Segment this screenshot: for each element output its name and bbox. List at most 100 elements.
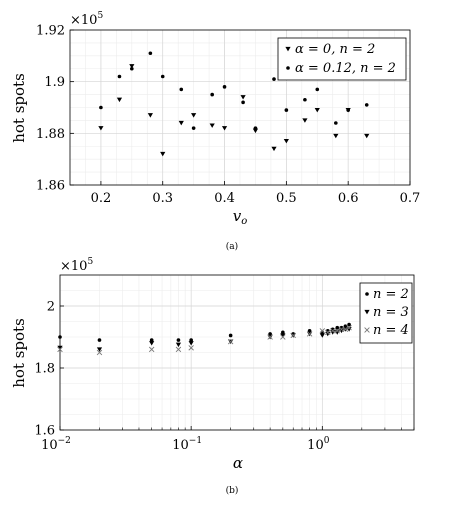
data-point-series-2 (290, 332, 296, 339)
data-point-series-1 (303, 97, 307, 102)
data-point-series-1 (253, 126, 258, 130)
data-point-series-0 (343, 324, 348, 328)
data-point-series-2 (148, 346, 155, 353)
data-point-series-2 (319, 328, 326, 334)
data-point-series-0 (160, 151, 166, 157)
data-point-series-1 (175, 342, 182, 348)
data-point-series-0 (281, 330, 285, 335)
data-point-series-0 (149, 338, 154, 342)
data-point-series-1 (160, 74, 165, 79)
data-point-series-0 (271, 146, 277, 152)
panel-a-multiplier: ×105 (70, 11, 103, 28)
panel-b-multiplier: ×105 (60, 257, 93, 274)
data-point-series-0 (147, 113, 153, 118)
data-point-series-1 (241, 100, 245, 105)
x-tick-label: 0.2 (91, 191, 112, 206)
panel-a-legend (277, 37, 407, 81)
data-point-series-1 (99, 105, 103, 110)
data-point-series-1 (57, 345, 63, 351)
y-tick-label: 1.86 (36, 179, 65, 194)
x-tick-label: 0.3 (152, 191, 173, 206)
data-point-series-1 (188, 341, 194, 346)
x-tick-label: 0.4 (214, 191, 235, 206)
panel-b: 10−2 10−1 100 1.6 1.8 2 ×105 hot spots α n = … (10, 257, 415, 496)
panel-a: 0.2 0.3 0.4 0.5 0.6 0.7 1.86 1.88 1.9 1.92 ×105 h… (10, 11, 420, 252)
x-tick-label: 10−1 (172, 436, 202, 453)
panel-b-xlabel: α (233, 454, 243, 472)
data-point-series-2 (342, 326, 349, 332)
data-point-series-1 (319, 333, 325, 338)
data-point-series-0 (228, 333, 233, 338)
data-point-series-1 (325, 331, 331, 337)
data-point-series-1 (96, 347, 103, 352)
data-point-series-0 (189, 338, 193, 342)
data-point-series-0 (98, 126, 104, 131)
data-point-series-1 (284, 108, 289, 112)
panel-a-ticks: 0.2 0.3 0.4 0.5 0.6 0.7 1.86 1.88 1.9 1.92 (36, 24, 420, 207)
data-point-series-1 (334, 330, 340, 335)
x-tick-label: 0.6 (338, 191, 359, 206)
panel-b-frame (59, 274, 415, 431)
y-tick-label: 1.6 (34, 424, 55, 439)
data-point-series-0 (129, 64, 135, 69)
legend-label-series-1: α = 0.12, n = 2 (295, 61, 396, 76)
legend-label-series-1: n = 3 (373, 305, 409, 320)
data-point-series-1 (148, 51, 153, 56)
y-tick-label: 1.9 (44, 75, 65, 90)
data-point-series-0 (314, 108, 320, 113)
data-point-series-1 (338, 328, 345, 334)
x-tick-label: 0.7 (400, 191, 421, 206)
y-tick-label: 2 (47, 300, 55, 315)
data-point-series-2 (334, 328, 340, 334)
data-point-series-2 (227, 338, 234, 345)
data-point-series-0 (97, 338, 102, 342)
data-point-series-0 (178, 120, 184, 126)
data-point-series-1 (130, 66, 134, 71)
data-point-series-1 (210, 92, 214, 97)
legend-label-series-2: n = 4 (373, 323, 409, 338)
legend-marker-series-0 (365, 292, 369, 296)
data-point-series-0 (191, 113, 197, 118)
data-point-series-0 (302, 118, 308, 123)
data-point-series-1 (191, 126, 196, 130)
panel-b-legend (359, 282, 413, 344)
panel-a-points (98, 51, 370, 157)
data-point-series-0 (335, 325, 340, 330)
panel-a-legend-entries: α = 0, n = 2 α = 0.12, n = 2 (285, 42, 396, 76)
data-point-series-1 (364, 103, 369, 107)
panel-b-legend-entries: n = 2 n = 3 n = 4 (364, 287, 409, 338)
data-point-series-0 (240, 95, 246, 100)
data-point-series-0 (347, 322, 351, 327)
data-point-series-0 (268, 332, 272, 336)
data-point-series-1 (315, 87, 320, 92)
data-point-series-0 (364, 133, 370, 139)
legend-marker-series-1 (364, 309, 370, 315)
data-point-series-0 (58, 335, 62, 339)
legend-marker-series-2 (364, 327, 370, 333)
data-point-series-2 (96, 349, 103, 356)
data-point-series-0 (221, 126, 228, 131)
data-point-series-0 (333, 133, 339, 139)
panel-a-ylabel: hot spots (10, 73, 28, 143)
data-point-series-2 (325, 329, 331, 336)
data-point-series-2 (346, 324, 352, 331)
data-point-series-2 (280, 334, 286, 340)
data-point-series-1 (334, 121, 338, 125)
data-point-series-0 (176, 338, 181, 342)
data-point-series-1 (330, 330, 336, 335)
y-tick-label: 1.8 (34, 362, 55, 377)
panel-b-caption: (b) (226, 485, 239, 496)
panel-b-ticks: 10−2 10−1 100 1.6 1.8 2 (34, 300, 415, 453)
x-tick-label: 100 (307, 436, 330, 453)
data-point-series-0 (209, 123, 215, 128)
data-point-series-2 (57, 346, 63, 353)
y-tick-label: 1.92 (36, 24, 65, 39)
data-point-series-2 (329, 328, 336, 334)
data-point-series-1 (280, 333, 286, 338)
data-point-series-0 (307, 329, 312, 333)
panel-a-xlabel: vo (233, 207, 248, 227)
legend-label-series-0: α = 0, n = 2 (295, 42, 375, 57)
data-point-series-1 (346, 327, 352, 332)
data-point-series-0 (252, 128, 259, 134)
